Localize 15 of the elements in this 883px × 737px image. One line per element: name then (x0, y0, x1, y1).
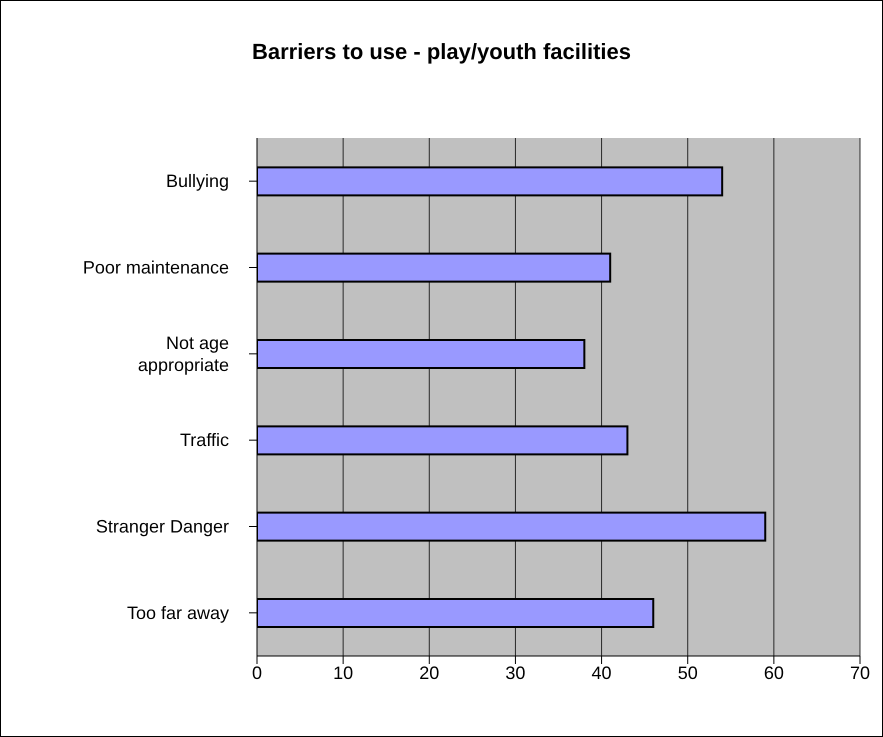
x-tick-label: 20 (419, 662, 440, 683)
y-tick-label: Traffic (180, 430, 229, 450)
chart-title: Barriers to use - play/youth facilities (250, 39, 632, 65)
x-tick-label: 10 (333, 662, 354, 683)
x-tick-label: 40 (592, 662, 612, 683)
x-tick-label: 70 (850, 662, 870, 683)
x-tick-label: 0 (252, 662, 262, 683)
x-tick-label: 50 (678, 662, 698, 683)
y-tick-label: Poor maintenance (82, 258, 229, 278)
y-tick-label: Too far away (126, 602, 229, 623)
x-tick-label: 60 (764, 662, 784, 683)
y-tick-label: Not age appropriate (138, 332, 229, 375)
y-tick-label: Stranger Danger (96, 516, 230, 536)
x-tick-label: 30 (505, 662, 526, 683)
y-tick-label: Bullying (166, 171, 229, 192)
